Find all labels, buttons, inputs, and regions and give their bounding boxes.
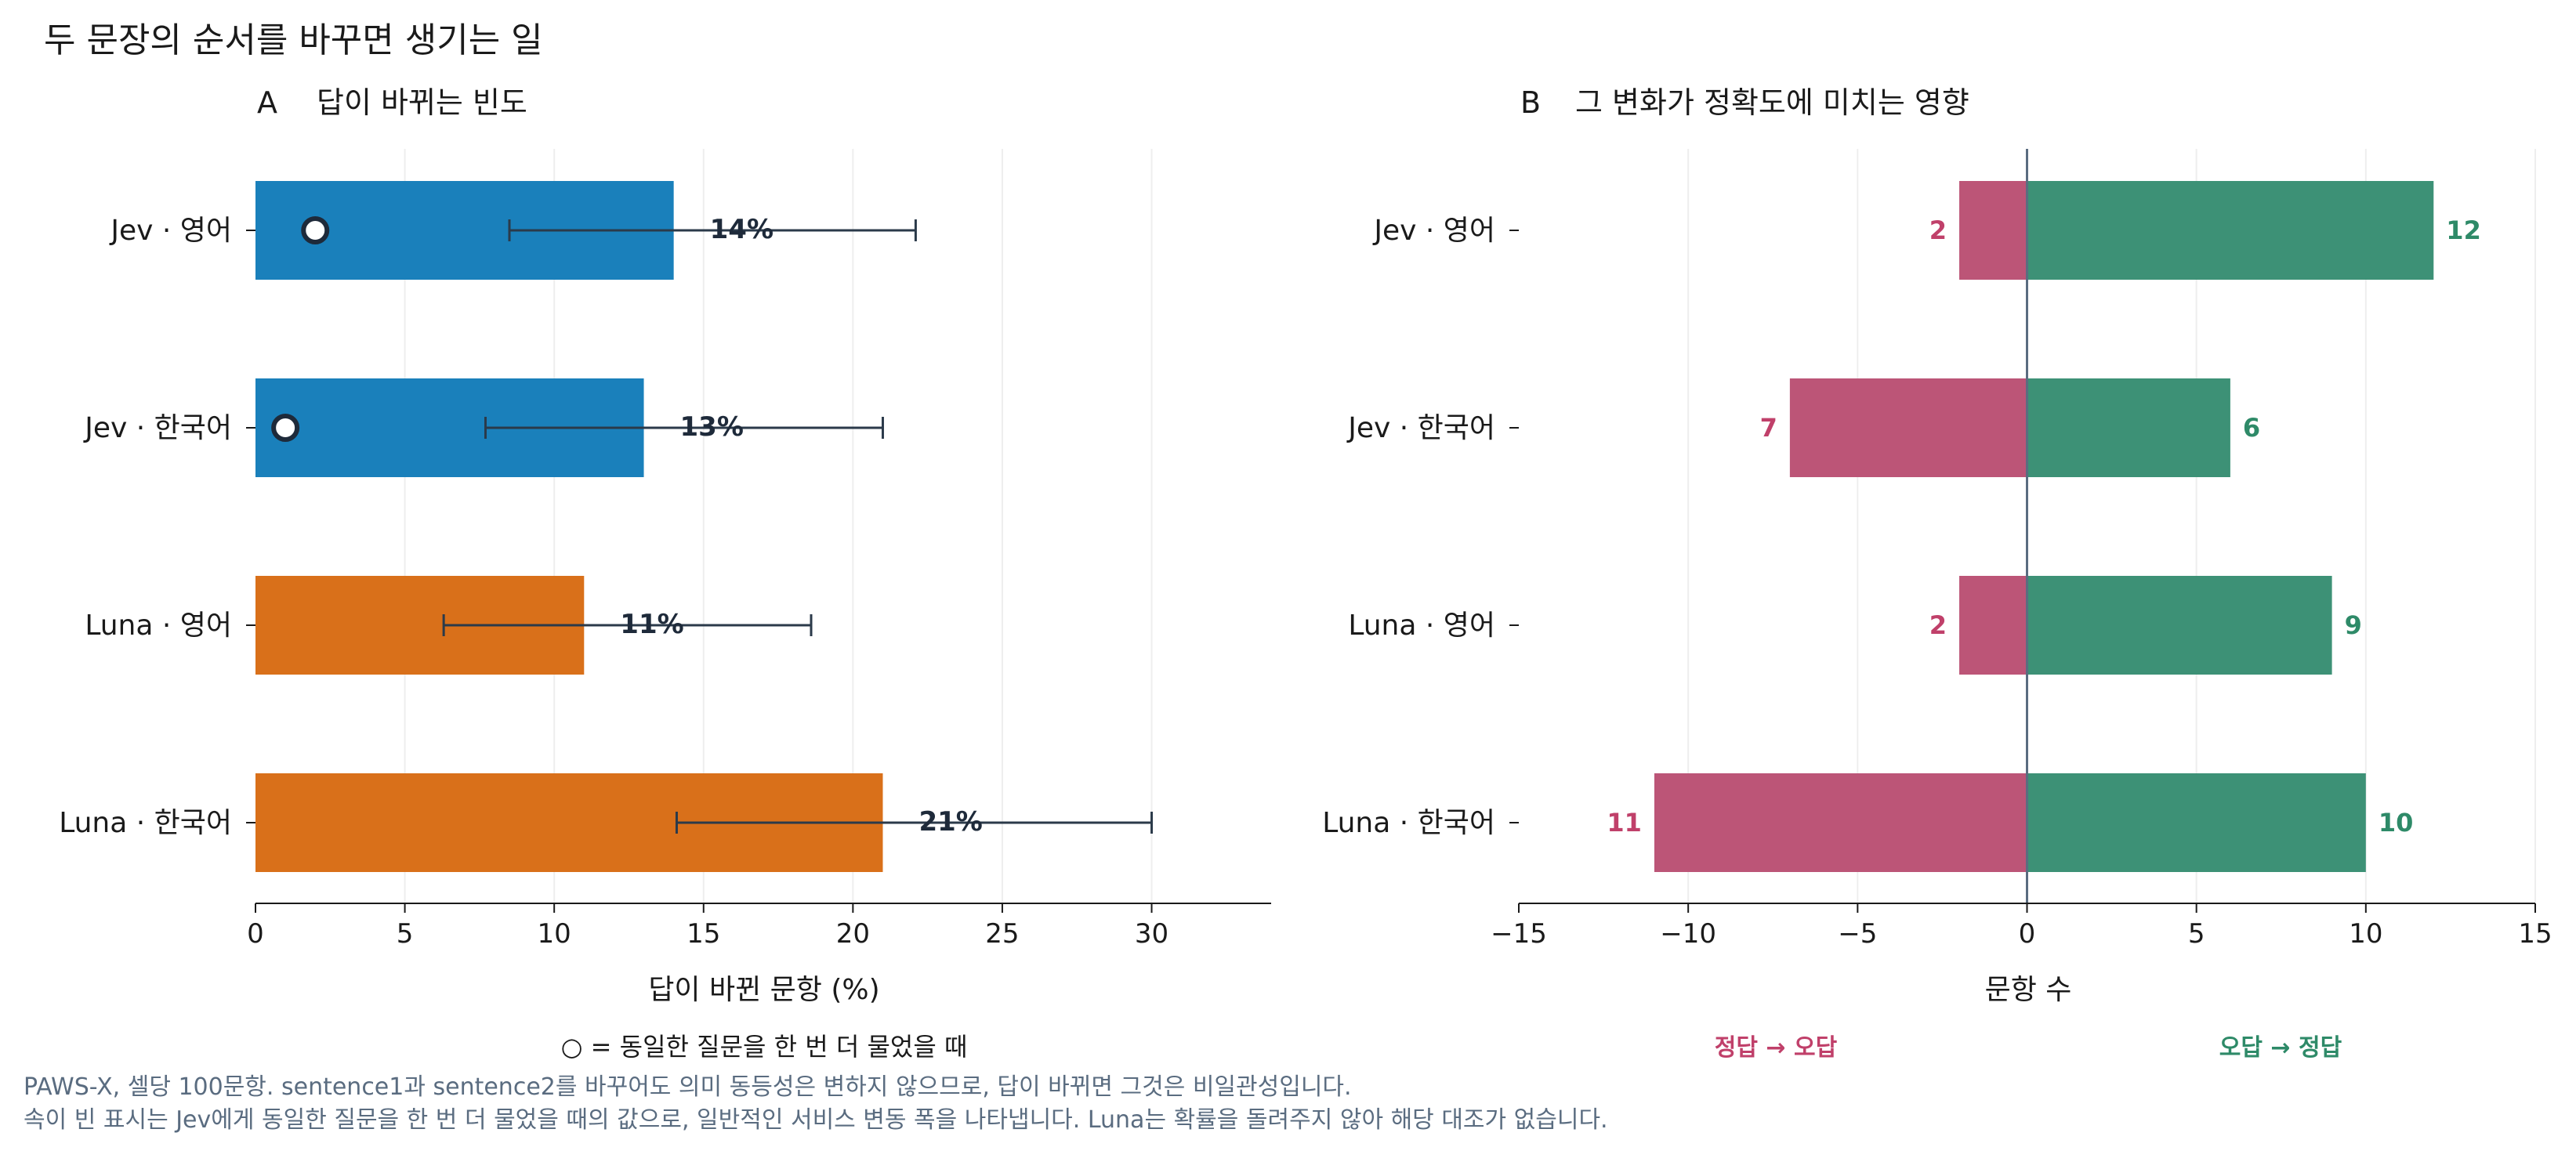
panel-a-category-label: Jev · 영어: [109, 215, 232, 247]
figure-title: 두 문장의 순서를 바꾸면 생기는 일: [44, 20, 543, 60]
panel-a-value-label: 14%: [710, 214, 774, 245]
panel-a-x-tick-label: 25: [985, 918, 1019, 950]
panel-b-x-tick-label: 5: [2188, 918, 2205, 950]
panel-b-bars: 2 12 7 6 2 9 11 10: [1607, 149, 2481, 903]
legend-wrong-to-correct: 오답 → 정답: [2219, 1034, 2342, 1062]
panel-b-x-label: 문항 수: [1985, 974, 2072, 1006]
panel-b-value-label-wrong-to-correct: 9: [2345, 610, 2362, 640]
panel-a-letter: A: [257, 85, 277, 120]
panel-a-bars: 14% 13% 11% 21%: [255, 181, 1154, 872]
panel-b-bar-wrong-to-correct: [2027, 576, 2332, 675]
panel-b-bar-wrong-to-correct: [2027, 378, 2230, 477]
panel-b-value-label-wrong-to-correct: 12: [2446, 215, 2481, 245]
panel-a-rerun-marker: [271, 414, 300, 442]
panel-b-bar-correct-to-wrong: [1959, 576, 2027, 675]
panel-a-category-label: Luna · 한국어: [59, 807, 232, 839]
panel-b-category-label: Luna · 영어: [1348, 610, 1495, 642]
panel-a-rerun-marker: [301, 216, 330, 244]
panel-a-x-tick-label: 20: [836, 918, 870, 950]
panel-a-value-label: 11%: [620, 609, 683, 640]
panel-a-title: 답이 바뀌는 빈도: [317, 85, 527, 120]
panel-b-bar-correct-to-wrong: [1654, 773, 2027, 872]
panel-b: B 그 변화가 정확도에 미치는 영향 2 12 7 6 2 9 11 10 −15 −10 −5…: [1322, 85, 2552, 1062]
panel-b-value-label-correct-to-wrong: 11: [1607, 808, 1642, 838]
panel-a-category-label: Jev · 한국어: [83, 412, 232, 444]
panel-b-x-tick-label: −15: [1491, 918, 1547, 950]
panel-a-x-tick-label: 30: [1135, 918, 1168, 950]
panel-b-x-tick-label: −5: [1838, 918, 1877, 950]
panel-a-x-tick-label: 5: [397, 918, 414, 950]
panel-a-value-label: 21%: [918, 806, 982, 838]
panel-a-value-label: 13%: [680, 411, 744, 443]
panel-a-x-tick-label: 15: [687, 918, 720, 950]
panel-b-title: 그 변화가 정확도에 미치는 영향: [1575, 85, 1969, 120]
panel-a-category-label: Luna · 영어: [85, 610, 232, 642]
panel-b-value-label-correct-to-wrong: 7: [1760, 413, 1777, 443]
panel-b-value-label-wrong-to-correct: 10: [2379, 808, 2414, 838]
panel-b-x-axis: −15 −10 −5 0 5 10 15: [1491, 903, 2552, 950]
panel-b-x-tick-label: 15: [2518, 918, 2552, 950]
panel-a: A 답이 바뀌는 빈도 14% 13% 11% 21% 0 5 10 15 20 25 30 Je…: [59, 85, 1271, 1062]
panel-b-bar-correct-to-wrong: [1789, 378, 2027, 477]
legend-correct-to-wrong: 정답 → 오답: [1715, 1034, 1838, 1062]
panel-a-x-label: 답이 바뀐 문항 (%): [648, 974, 879, 1006]
panel-b-category-label: Jev · 영어: [1372, 215, 1495, 247]
panel-a-x-axis: 0 5 10 15 20 25 30: [247, 903, 1271, 950]
panel-b-value-label-correct-to-wrong: 2: [1929, 215, 1947, 245]
panel-b-bar-correct-to-wrong: [1959, 181, 2027, 280]
panel-a-y-axis: Jev · 영어 Jev · 한국어 Luna · 영어 Luna · 한국어: [59, 215, 255, 839]
panel-b-value-label-wrong-to-correct: 6: [2243, 413, 2260, 443]
panel-b-x-tick-label: −10: [1660, 918, 1716, 950]
panel-b-category-label: Luna · 한국어: [1322, 807, 1495, 839]
panel-b-category-label: Jev · 한국어: [1346, 412, 1495, 444]
panel-b-x-tick-label: 0: [2019, 918, 2036, 950]
panel-b-bar-wrong-to-correct: [2027, 773, 2366, 872]
panel-a-x-tick-label: 0: [247, 918, 264, 950]
panel-b-value-label-correct-to-wrong: 2: [1929, 610, 1947, 640]
footnote-line-2: 속이 빈 표시는 Jev에게 동일한 질문을 한 번 더 물었을 때의 값으로,…: [24, 1106, 1608, 1134]
panel-b-letter: B: [1520, 85, 1541, 120]
panel-b-bar-wrong-to-correct: [2027, 181, 2434, 280]
panel-b-x-tick-label: 10: [2349, 918, 2382, 950]
panel-b-y-axis: Jev · 영어 Jev · 한국어 Luna · 영어 Luna · 한국어: [1322, 215, 1519, 839]
footnote-line-1: PAWS-X, 셀당 100문항. sentence1과 sentence2를 …: [24, 1073, 1352, 1101]
panel-a-legend-note: ○ = 동일한 질문을 한 번 더 물었을 때: [561, 1032, 968, 1062]
panel-a-x-tick-label: 10: [538, 918, 571, 950]
